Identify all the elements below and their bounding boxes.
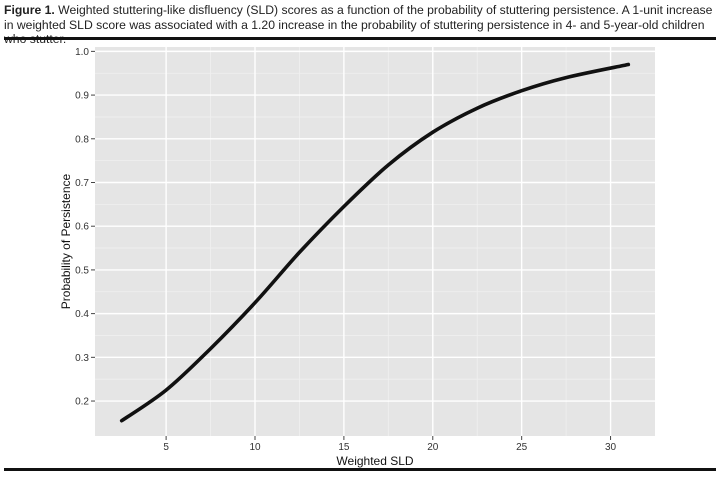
x-tick-label: 5: [163, 442, 169, 453]
y-tick-label: 0.3: [75, 353, 89, 364]
x-axis: 5 10 15 20 25 30: [163, 436, 617, 453]
x-tick-label: 25: [516, 442, 528, 453]
y-tick-label: 0.4: [75, 309, 89, 320]
y-tick-label: 0.2: [75, 397, 89, 408]
top-rule: [4, 37, 716, 40]
y-tick-label: 0.9: [75, 91, 89, 102]
x-tick-label: 10: [249, 442, 261, 453]
figure-label: Figure 1.: [4, 3, 55, 17]
y-tick-label: 0.5: [75, 265, 89, 276]
y-tick-label: 1.0: [75, 47, 89, 58]
y-tick-label: 0.6: [75, 222, 89, 233]
y-axis-title: Probability of Persistence: [59, 173, 73, 309]
persistence-probability-curve: [119, 62, 631, 423]
x-tick-label: 20: [427, 442, 439, 453]
y-tick-label: 0.7: [75, 178, 89, 189]
x-axis-title: Weighted SLD: [336, 454, 413, 468]
major-gridlines: [95, 47, 655, 436]
y-tick-label: 0.8: [75, 134, 89, 145]
x-tick-label: 15: [338, 442, 350, 453]
x-tick-label: 30: [605, 442, 617, 453]
minor-gridlines: [95, 47, 655, 436]
bottom-rule: [4, 468, 716, 471]
series-layer: [119, 62, 631, 423]
y-axis: 0.2 0.3 0.4 0.5 0.6 0.7 0.8 0.9 1.0: [75, 47, 95, 408]
